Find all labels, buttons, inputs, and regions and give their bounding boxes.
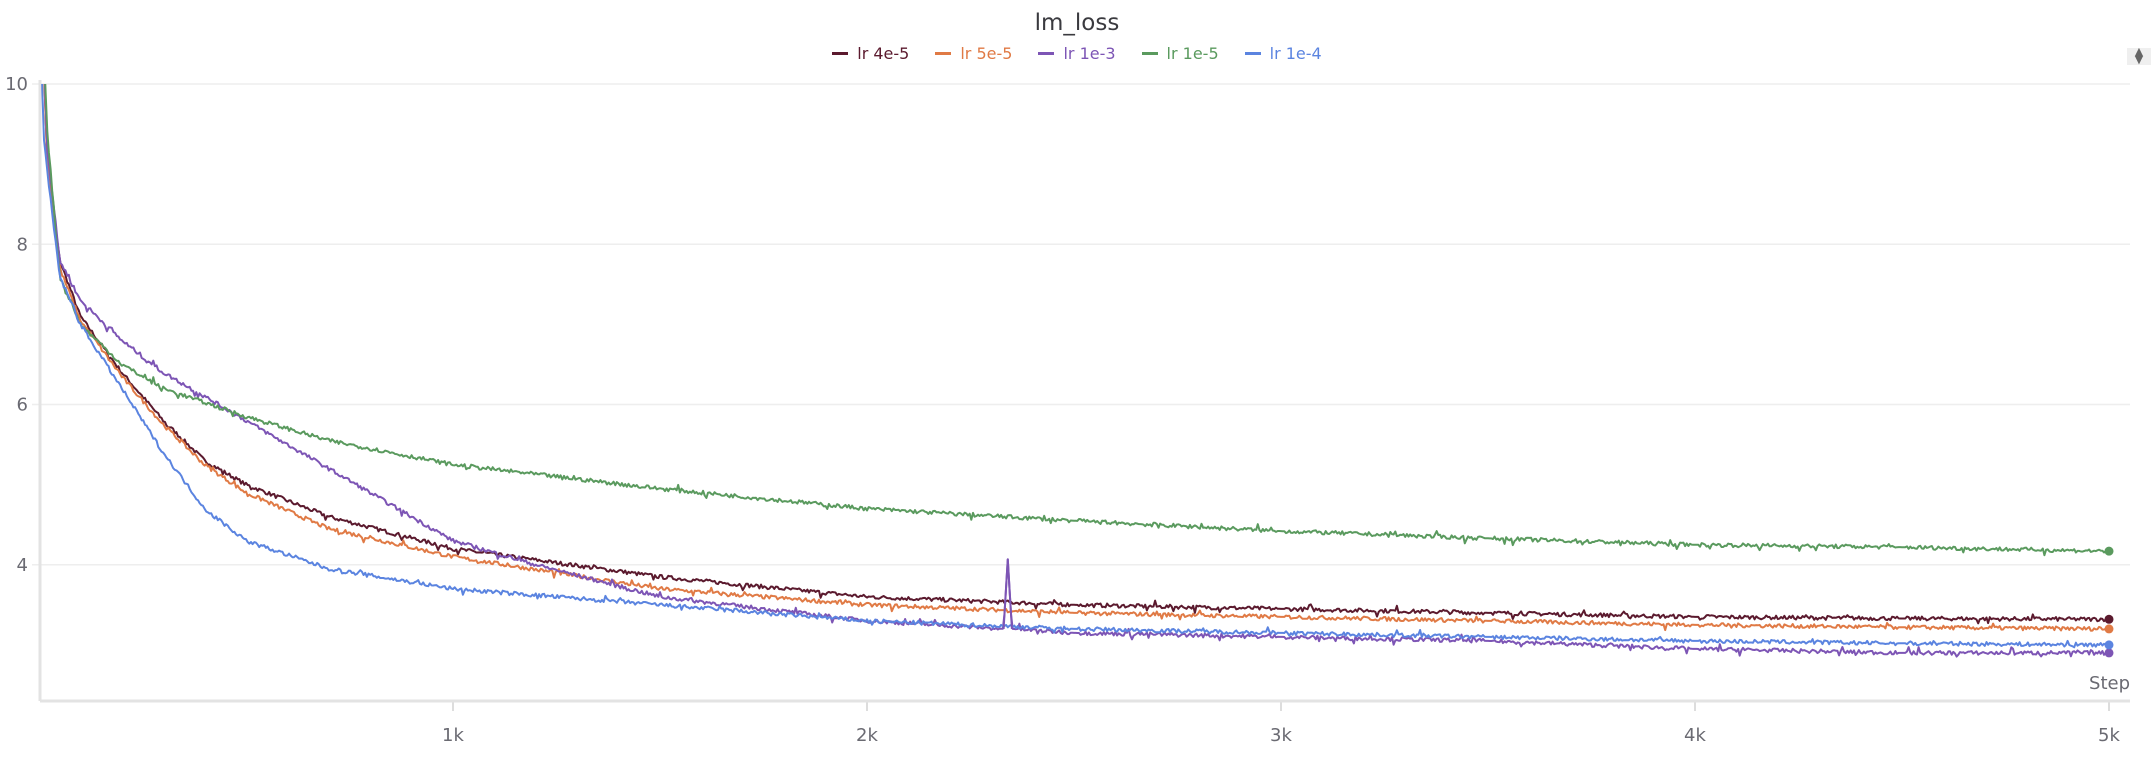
y-tick-label: 8 (17, 234, 28, 255)
series-line (39, 0, 2109, 623)
y-tick-label: 4 (17, 555, 28, 576)
series-end-point (2105, 615, 2114, 624)
y-tick-label: 10 (5, 74, 28, 95)
x-tick-label: 1k (442, 725, 464, 746)
series-end-point (2105, 547, 2114, 556)
series-end-point (2105, 640, 2114, 649)
series-end-point (2105, 648, 2114, 657)
x-tick-label: 5k (2098, 725, 2120, 746)
x-tick-label: 2k (856, 725, 878, 746)
x-tick-label: 3k (1270, 725, 1292, 746)
y-tick-label: 6 (17, 395, 28, 416)
series-line (39, 0, 2109, 631)
plot-area: 4 6 8 10 1k 2k 3k 4k 5k Step (0, 0, 2154, 757)
series-line (39, 0, 2109, 657)
x-tick-label: 4k (1684, 725, 1706, 746)
series-spike (1004, 559, 1012, 629)
x-axis-label: Step (2089, 673, 2130, 694)
series-end-point (2105, 624, 2114, 633)
